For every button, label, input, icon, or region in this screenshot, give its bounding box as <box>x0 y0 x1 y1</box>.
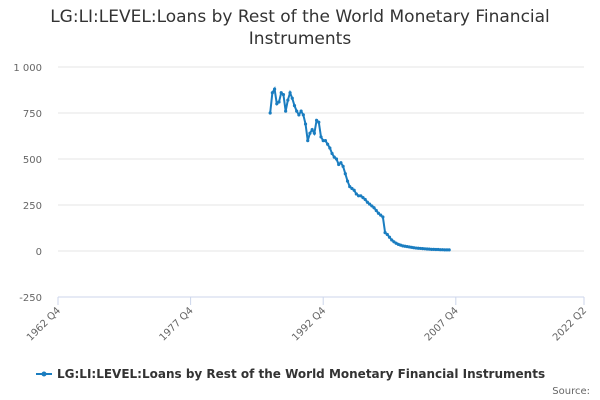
point <box>277 100 281 104</box>
point <box>279 91 283 95</box>
y-tick-label: 0 <box>36 247 42 258</box>
point <box>443 248 447 252</box>
point <box>310 127 314 132</box>
point <box>306 139 310 143</box>
point <box>368 202 372 206</box>
point <box>379 213 383 217</box>
point <box>328 146 332 150</box>
y-tick-label: 750 <box>23 109 42 120</box>
point <box>356 194 361 198</box>
point <box>390 238 394 242</box>
x-tick-label: 1962 Q4 <box>25 305 63 343</box>
point <box>359 194 363 198</box>
y-tick-label: 500 <box>23 155 42 166</box>
point <box>268 111 272 115</box>
point <box>354 192 358 196</box>
point <box>281 93 286 97</box>
point <box>372 206 376 210</box>
point <box>332 155 336 159</box>
point <box>376 211 381 215</box>
point <box>312 131 316 135</box>
legend-label: LG:LI:LEVEL:Loans by Rest of the World M… <box>57 367 545 381</box>
point <box>326 142 330 146</box>
legend-marker <box>41 371 47 377</box>
point <box>286 98 290 102</box>
point <box>314 118 319 122</box>
point <box>361 196 365 200</box>
point <box>429 247 434 251</box>
point <box>319 135 323 139</box>
point <box>321 139 325 143</box>
point <box>447 248 451 252</box>
chart-title: LG:LI:LEVEL:Loans by Rest of the World M… <box>50 7 550 49</box>
point <box>301 113 305 117</box>
x-tick-label: 1977 Q4 <box>158 305 196 343</box>
point <box>352 188 356 192</box>
point <box>334 157 339 161</box>
point <box>303 122 308 126</box>
point <box>330 151 334 156</box>
point <box>275 102 279 106</box>
y-tick-label: 250 <box>23 201 42 212</box>
point <box>317 120 321 124</box>
point <box>295 109 299 113</box>
point <box>383 231 387 235</box>
point <box>343 172 347 176</box>
point <box>445 248 449 252</box>
point <box>387 235 392 239</box>
point <box>365 200 370 204</box>
point <box>434 247 438 252</box>
point <box>297 113 301 117</box>
point <box>438 248 442 252</box>
point <box>345 179 350 183</box>
point <box>292 104 297 108</box>
point <box>374 208 378 213</box>
x-tick-label: 1992 Q4 <box>290 305 328 343</box>
point <box>339 161 343 165</box>
source: Source: <box>552 386 590 397</box>
point <box>385 232 389 237</box>
point <box>272 87 277 91</box>
y-tick-label: -250 <box>19 293 42 304</box>
x-tick-label: 2007 Q4 <box>423 305 461 343</box>
x-tick-label: 2022 Q2 <box>551 305 589 343</box>
point <box>370 204 374 208</box>
point <box>308 131 312 135</box>
point <box>284 109 288 113</box>
point <box>323 139 328 143</box>
point <box>381 215 385 219</box>
y-tick-label: 1 000 <box>13 63 42 74</box>
point <box>299 109 303 113</box>
point <box>363 197 367 202</box>
point <box>341 164 345 168</box>
point <box>290 96 294 100</box>
point <box>288 91 292 95</box>
point <box>350 186 354 191</box>
point <box>337 162 341 167</box>
point <box>270 91 274 95</box>
point <box>348 185 352 189</box>
